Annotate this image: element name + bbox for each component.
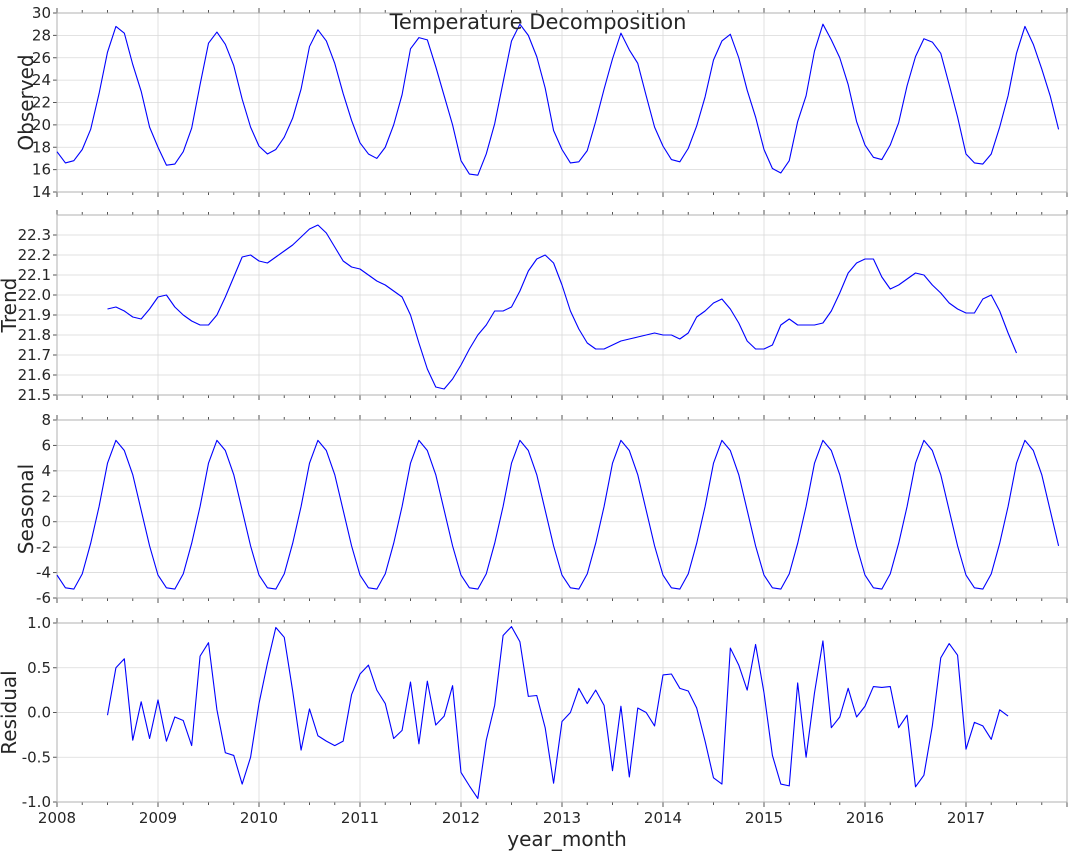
chart-title: Temperature Decomposition — [389, 10, 687, 34]
x-tick-label-2008: 2008 — [38, 809, 76, 827]
residual-y-axis-label: Residual — [0, 670, 21, 754]
seasonal-y-axis-label: Seasonal — [14, 464, 38, 554]
trend-ytick-label: 21.9 — [18, 306, 51, 324]
trend-y-axis-label: Trend — [0, 278, 21, 334]
trend-frame — [56, 214, 1068, 396]
observed-ytick-label: 18 — [32, 138, 51, 156]
residual-ytick-label: -0.5 — [22, 748, 51, 766]
residual-ytick-label: 1.0 — [27, 614, 51, 632]
observed-ytick-label: 16 — [32, 161, 51, 179]
seasonal-ytick-label: -6 — [36, 589, 51, 607]
seasonal-ytick-label: 4 — [41, 462, 51, 480]
observed-ytick-label: 20 — [32, 116, 51, 134]
trend-ytick-label: 22.2 — [18, 246, 51, 264]
x-tick-label-2017: 2017 — [947, 809, 985, 827]
x-tick-label-2010: 2010 — [240, 809, 278, 827]
observed-series-line — [56, 23, 1060, 176]
observed-ytick-label: 14 — [32, 183, 51, 201]
trend-series-line — [107, 224, 1018, 390]
observed-panel: 14 16 18 20 22 24 26 28 30 Observed — [14, 4, 1068, 201]
trend-ytick-label: 22.0 — [18, 286, 51, 304]
seasonal-series-line — [56, 439, 1060, 590]
x-tick-label-2009: 2009 — [139, 809, 177, 827]
trend-ytick-label: 22.1 — [18, 266, 51, 284]
observed-ytick-label: 22 — [32, 94, 51, 112]
residual-frame — [56, 622, 1068, 803]
residual-panel: -1.0 -0.5 0.0 0.5 1.0 Residual 2008 2009 2010 201… — [0, 614, 1068, 827]
x-tick-label-2014: 2014 — [644, 809, 682, 827]
x-tick-label-2011: 2011 — [341, 809, 379, 827]
trend-ytick-label: 21.6 — [18, 366, 51, 384]
observed-ytick-label: 26 — [32, 49, 51, 67]
observed-ytick-label: 28 — [32, 26, 51, 44]
seasonal-ytick-label: 0 — [41, 513, 51, 531]
x-tick-label-2012: 2012 — [442, 809, 480, 827]
trend-ytick-label: 21.5 — [18, 386, 51, 404]
seasonal-ytick-label: 6 — [41, 436, 51, 454]
trend-ytick-label: 21.7 — [18, 346, 51, 364]
trend-panel: 21.5 21.6 21.7 21.8 21.9 22.0 22.1 22.2 22.3 Tren… — [0, 210, 1068, 404]
seasonal-ytick-label: -2 — [36, 538, 51, 556]
seasonal-ytick-label: -4 — [36, 564, 51, 582]
seasonal-panel: -6 -4 -2 0 2 4 6 8 Seasonal — [14, 411, 1068, 607]
x-tick-label-2013: 2013 — [543, 809, 581, 827]
observed-y-axis-label: Observed — [14, 54, 38, 150]
residual-ytick-label: 0.5 — [27, 659, 51, 677]
observed-ytick-label: 24 — [32, 71, 51, 89]
observed-ytick-label: 30 — [32, 4, 51, 22]
seasonal-ytick-label: 2 — [41, 487, 51, 505]
observed-frame — [56, 12, 1068, 193]
panels-group: 141618202224262830Observed21.521.621.721… — [0, 4, 1068, 827]
x-axis-label: year_month — [507, 827, 627, 851]
seasonal-ytick-label: 8 — [41, 411, 51, 429]
residual-ytick-label: 0.0 — [27, 704, 51, 722]
trend-ytick-label: 22.3 — [18, 226, 51, 244]
residual-series-line — [106, 626, 1009, 799]
seasonal-frame — [56, 419, 1068, 599]
residual-ytick-label: -1.0 — [22, 793, 51, 811]
x-tick-label-2016: 2016 — [846, 809, 884, 827]
x-tick-label-2015: 2015 — [745, 809, 783, 827]
trend-ytick-label: 21.8 — [18, 326, 51, 344]
